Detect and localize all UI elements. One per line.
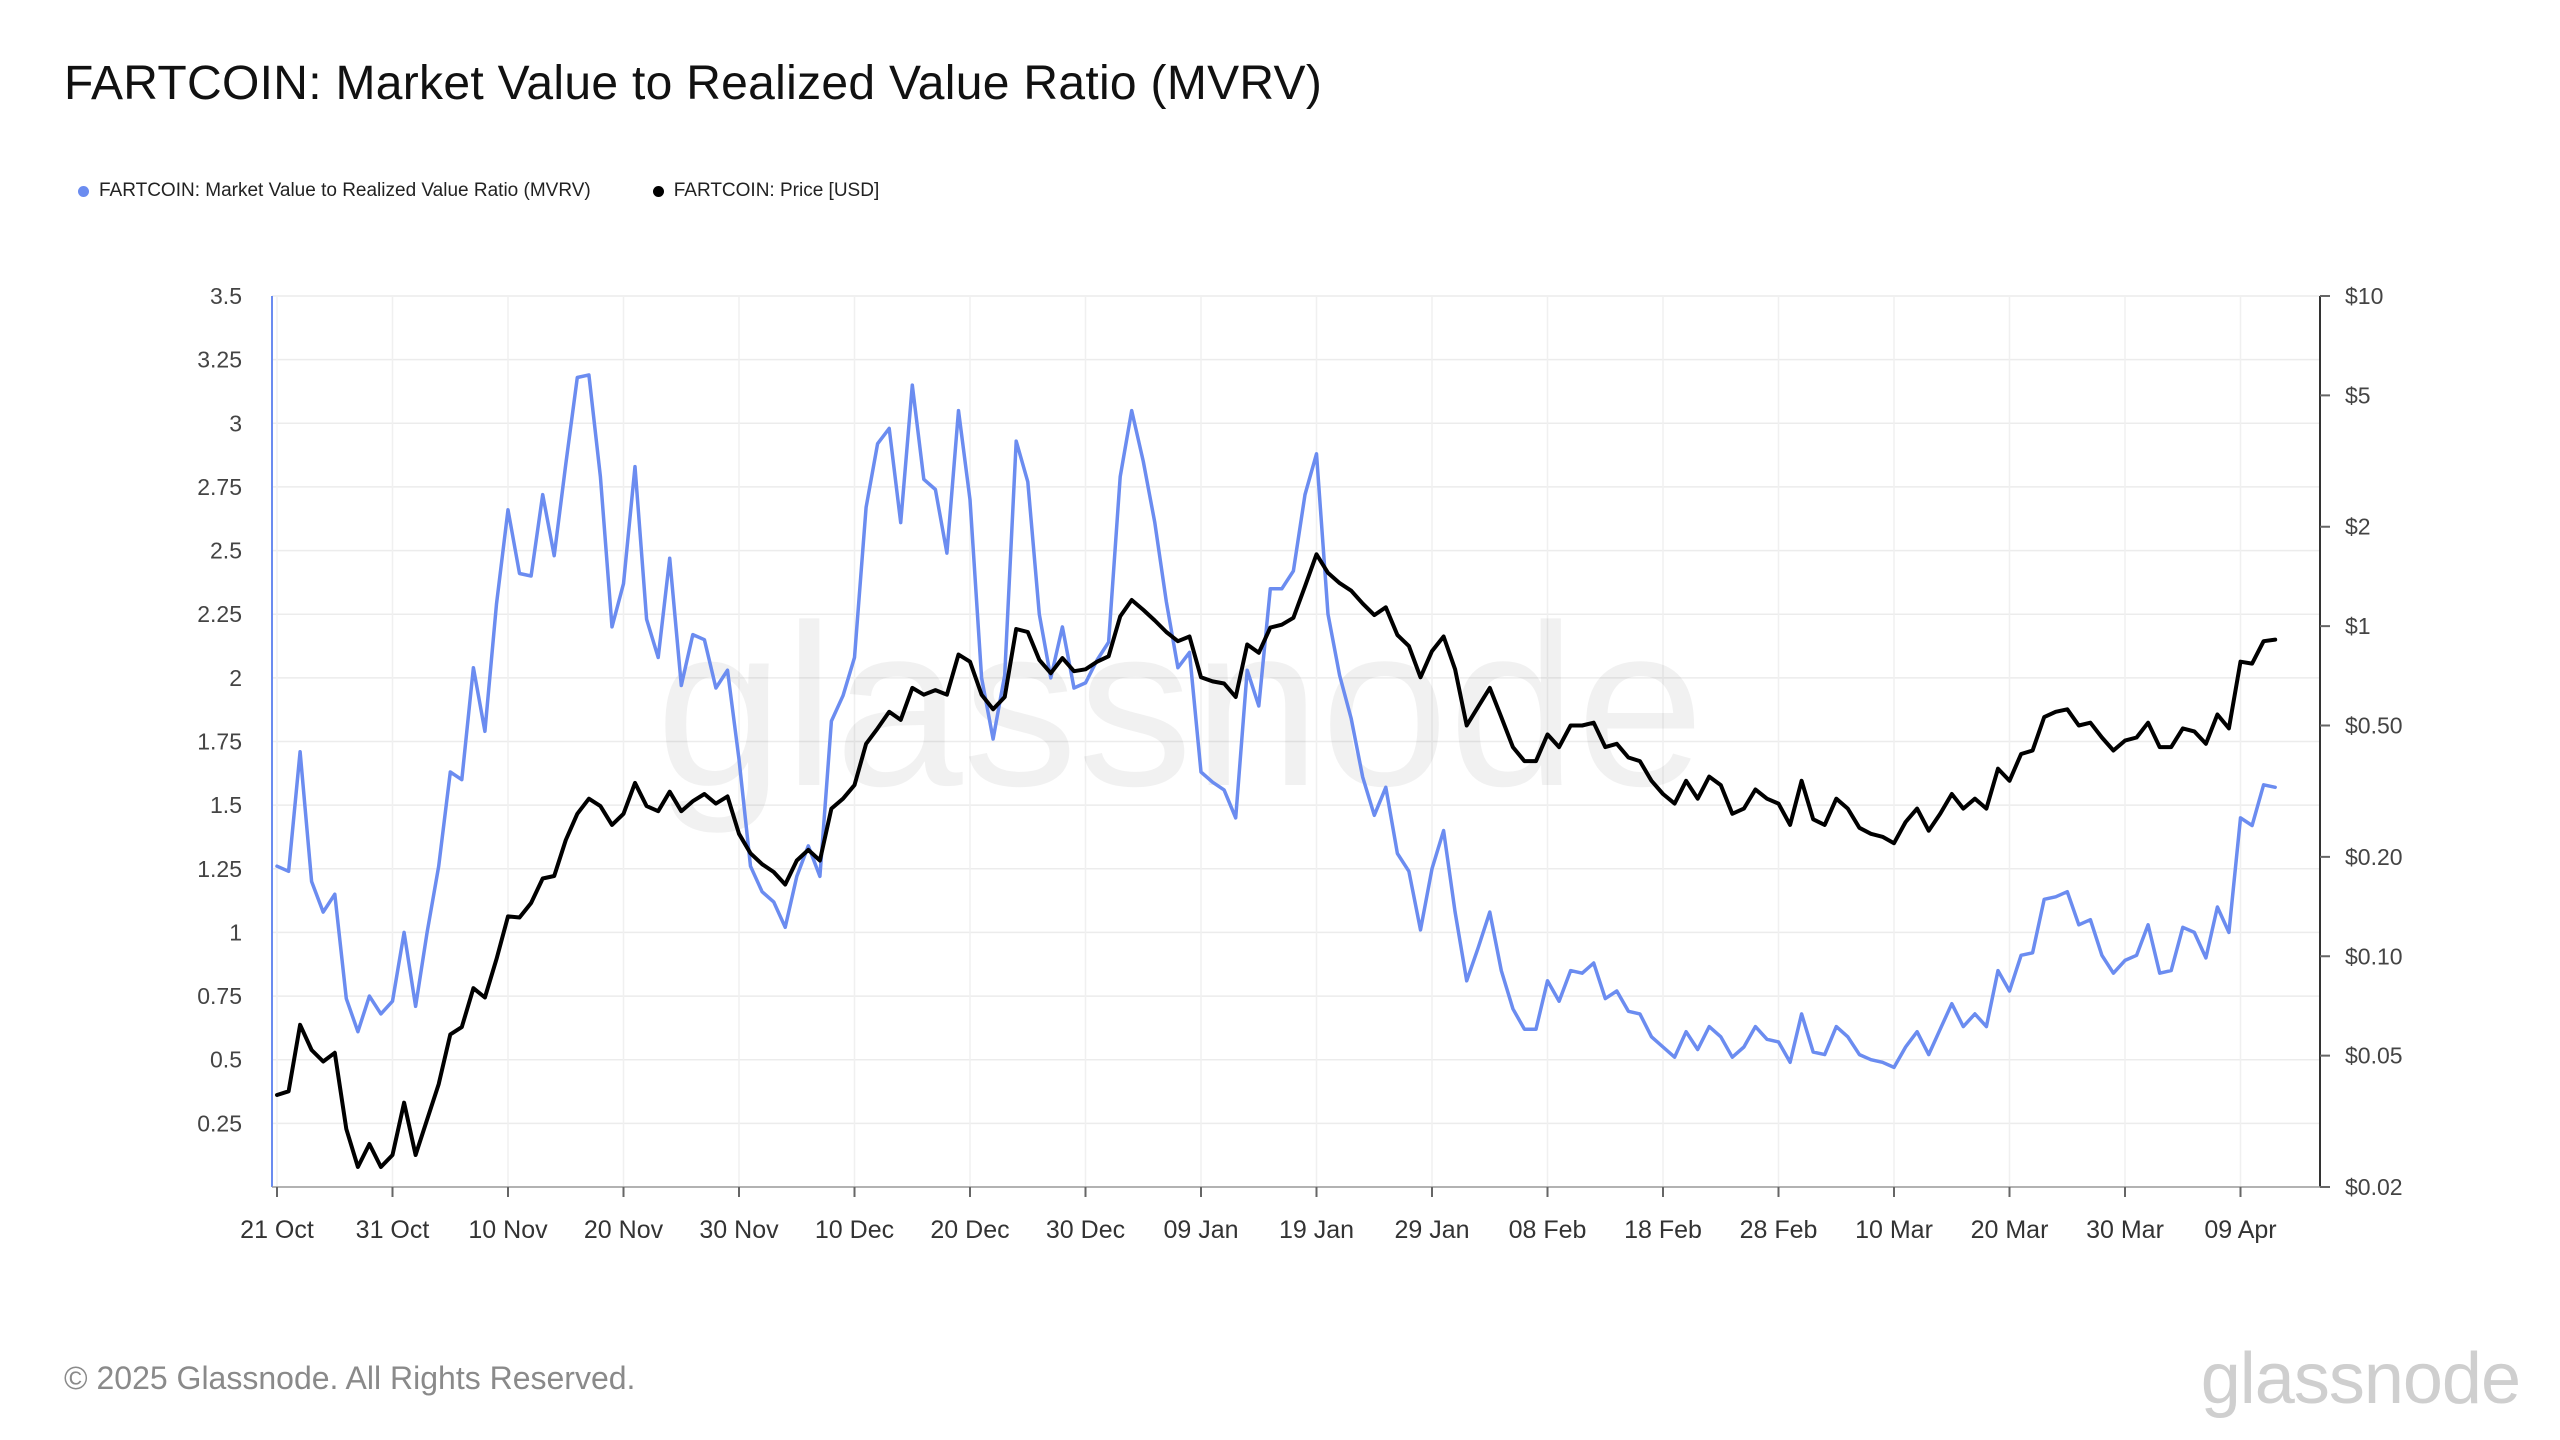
legend-dot-price xyxy=(652,185,664,197)
axes xyxy=(271,296,2321,1188)
y-right-tick-label: $0.50 xyxy=(2345,713,2403,739)
y-left-tick-label: 3.5 xyxy=(210,283,242,309)
x-tick-label: 28 Feb xyxy=(1740,1216,1818,1244)
x-tick-label: 20 Dec xyxy=(930,1216,1009,1244)
x-tick-label: 20 Nov xyxy=(584,1216,664,1244)
legend-dot-mvrv xyxy=(78,185,89,197)
x-tick-label: 10 Dec xyxy=(815,1216,894,1244)
y-left-tick-label: 0.25 xyxy=(197,1110,242,1136)
y-left-tick-label: 3.25 xyxy=(197,347,242,373)
series-line-price xyxy=(275,552,2278,1169)
y-left-tick-label: 2.75 xyxy=(197,474,242,500)
legend-item-mvrv[interactable]: FARTCOIN: Market Value to Realized Value… xyxy=(78,180,591,202)
x-tick-label: 10 Mar xyxy=(1855,1216,1933,1244)
y-right-tick-label: $0.10 xyxy=(2345,943,2403,969)
x-tick-label: 30 Dec xyxy=(1046,1216,1125,1244)
y-axis-left: 0.25 0.5 0.75 1 1.25 1.5 1.75 2 2.25 2.5 2.75 3 3.25… xyxy=(197,283,242,1136)
y-right-tick-label: $5 xyxy=(2345,382,2371,408)
y-left-tick-label: 2.25 xyxy=(197,601,242,627)
chart-title: FARTCOIN: Market Value to Realized Value… xyxy=(64,57,1323,110)
x-tick-label: 29 Jan xyxy=(1394,1216,1469,1244)
y-left-tick-label: 1.75 xyxy=(197,729,242,755)
x-tick-label: 09 Jan xyxy=(1163,1216,1238,1244)
x-tick-label: 18 Feb xyxy=(1624,1216,1702,1244)
x-tick-label: 30 Mar xyxy=(2086,1216,2164,1244)
y-right-tick-label: $1 xyxy=(2345,613,2371,639)
x-tick-label: 08 Feb xyxy=(1509,1216,1587,1244)
y-left-tick-label: 0.5 xyxy=(210,1047,242,1073)
y-right-tick-label: $0.20 xyxy=(2345,844,2403,870)
x-tick-label: 21 Oct xyxy=(240,1216,314,1244)
series-layer xyxy=(275,373,2278,1169)
copyright: © 2025 Glassnode. All Rights Reserved. xyxy=(64,1360,636,1396)
legend-label-mvrv: FARTCOIN: Market Value to Realized Value… xyxy=(99,180,591,201)
x-tick-label: 09 Apr xyxy=(2204,1216,2276,1244)
y-left-tick-label: 1.5 xyxy=(210,792,242,818)
legend: FARTCOIN: Market Value to Realized Value… xyxy=(78,180,879,202)
y-right-tick-label: $2 xyxy=(2345,514,2371,540)
y-left-tick-label: 1.25 xyxy=(197,856,242,882)
legend-item-price[interactable]: FARTCOIN: Price [USD] xyxy=(652,180,880,202)
y-left-tick-label: 2 xyxy=(229,665,242,691)
y-axis-right: $0.02 $0.05 $0.10 $0.20 $0.50 $1 $2 $5 $10 xyxy=(2320,283,2403,1200)
y-right-tick-label: $10 xyxy=(2345,283,2383,309)
x-axis: 21 Oct 31 Oct 10 Nov 20 Nov 30 Nov 10 Dec 20 D… xyxy=(240,1187,2277,1244)
grid-lines xyxy=(272,295,2320,1187)
y-left-tick-label: 2.5 xyxy=(210,538,242,564)
x-tick-label: 30 Nov xyxy=(699,1216,779,1244)
watermark: glassnode xyxy=(656,577,1705,834)
series-line-mvrv xyxy=(275,373,2277,1070)
x-tick-label: 10 Nov xyxy=(468,1216,548,1244)
x-tick-label: 19 Jan xyxy=(1279,1216,1354,1244)
brand-logo: glassnode xyxy=(2200,1339,2521,1419)
y-right-tick-label: $0.05 xyxy=(2345,1043,2403,1069)
x-tick-label: 20 Mar xyxy=(1971,1216,2049,1244)
y-left-tick-label: 3 xyxy=(229,410,242,436)
legend-label-price: FARTCOIN: Price [USD] xyxy=(673,180,880,201)
y-right-tick-label: $0.02 xyxy=(2345,1174,2403,1200)
x-tick-label: 31 Oct xyxy=(356,1216,430,1244)
y-left-tick-label: 1 xyxy=(229,919,242,945)
y-left-tick-label: 0.75 xyxy=(197,983,242,1009)
